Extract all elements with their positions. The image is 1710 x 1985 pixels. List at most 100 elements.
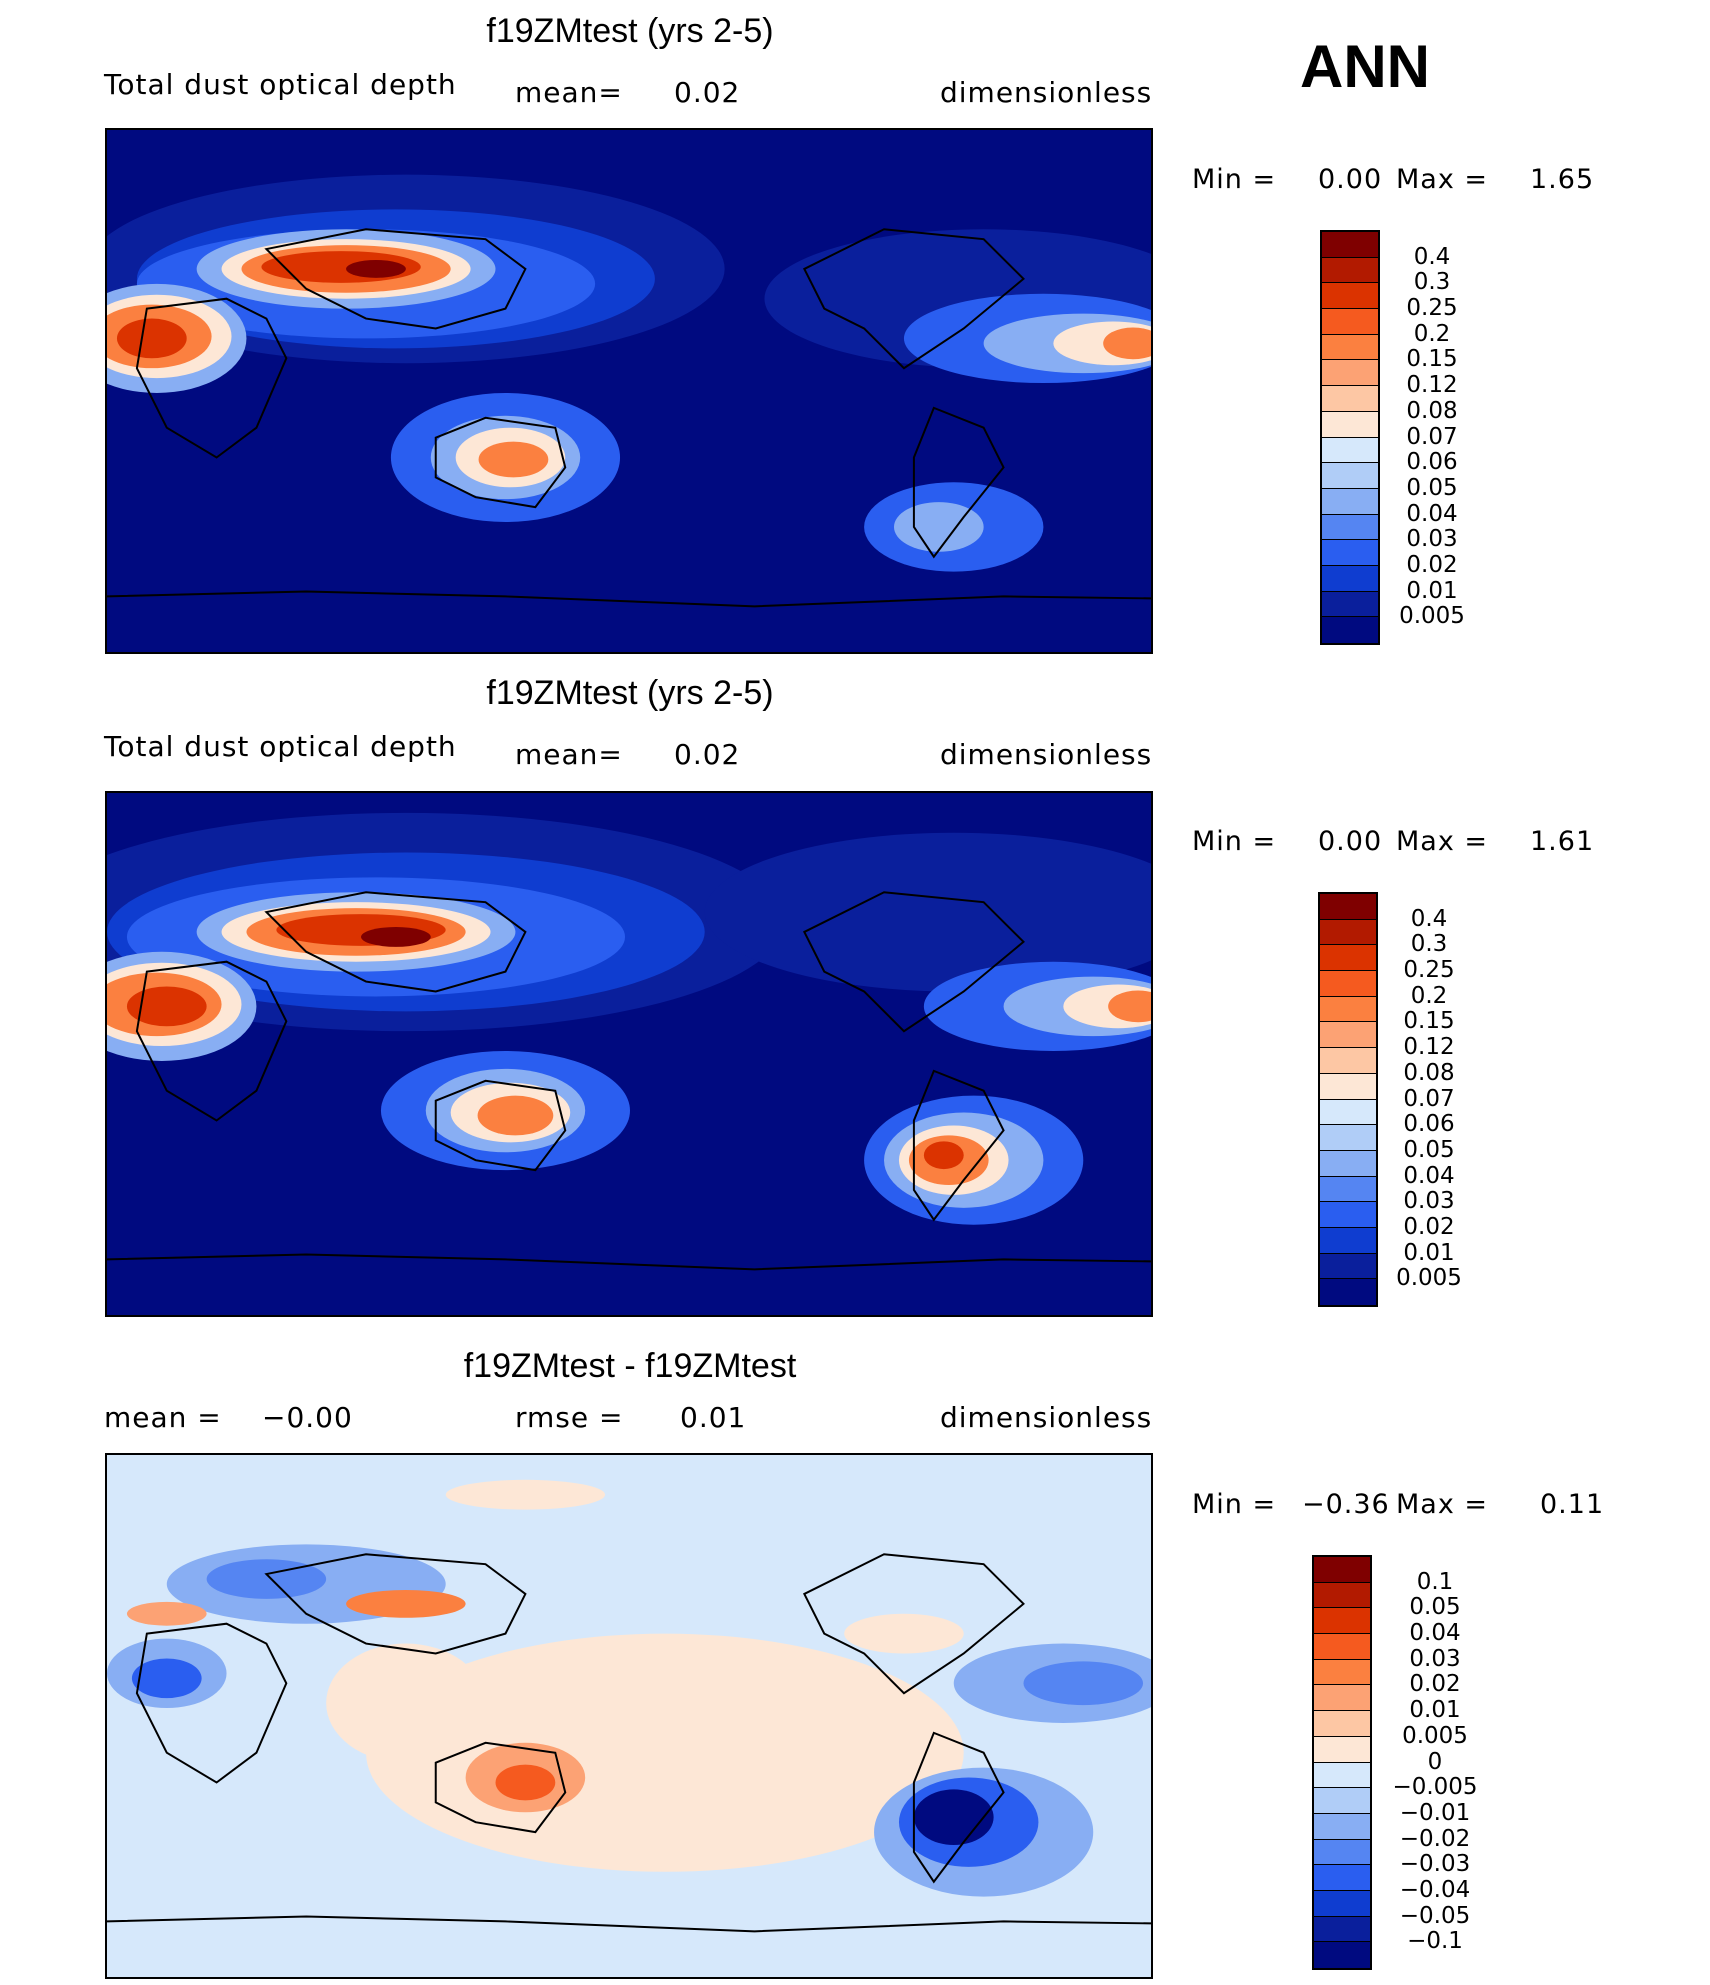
colorbar-tick-label: 0.005 (1402, 1722, 1468, 1749)
panel3-map (105, 1453, 1153, 1979)
panel1-mean-label: mean= (515, 76, 623, 109)
colorbar-swatch (1314, 1813, 1370, 1840)
colorbar-swatch (1320, 1022, 1376, 1049)
colorbar-swatch (1322, 463, 1378, 489)
colorbar-tick-label: 0.15 (1406, 346, 1458, 373)
colorbar-tick-label: 0.05 (1403, 1136, 1455, 1163)
colorbar-swatch (1322, 334, 1378, 361)
colorbar-swatch (1320, 1202, 1376, 1228)
panel1-max-value: 1.65 (1530, 164, 1595, 195)
colorbar-tick-label: −0.02 (1399, 1825, 1471, 1852)
colorbar-swatch (1314, 1608, 1370, 1635)
colorbar-swatch (1320, 1150, 1376, 1177)
colorbar-swatch (1322, 617, 1378, 643)
colorbar-tick-label: 0.4 (1413, 243, 1451, 270)
colorbar-swatch (1314, 1557, 1370, 1583)
panel2-field (107, 793, 1151, 1315)
colorbar-tick-label: 0.03 (1403, 1188, 1455, 1215)
season-label: ANN (1300, 33, 1430, 100)
colorbar-swatch (1320, 996, 1376, 1023)
panel2-colorbar (1318, 892, 1378, 1307)
colorbar-swatch (1314, 1942, 1370, 1968)
panel3-max-value: 0.11 (1540, 1489, 1605, 1520)
panel3-rmse-value: 0.01 (680, 1401, 747, 1434)
colorbar-tick-label: 0.08 (1406, 397, 1458, 424)
panel2-units: dimensionless (940, 738, 1153, 771)
colorbar-swatch (1320, 1279, 1376, 1305)
colorbar-swatch (1314, 1762, 1370, 1789)
colorbar-tick-label: −0.1 (1407, 1928, 1463, 1955)
colorbar-swatch (1320, 1048, 1376, 1074)
colorbar-tick-label: 0.02 (1403, 1213, 1455, 1240)
panel2-variable: Total dust optical depth (104, 730, 457, 763)
colorbar-tick-label: 0.25 (1406, 295, 1458, 322)
panel1-mean-value: 0.02 (674, 76, 741, 109)
colorbar-tick-label: 0.02 (1406, 551, 1458, 578)
colorbar-swatch (1314, 1685, 1370, 1712)
colorbar-tick-label: 0.06 (1406, 449, 1458, 476)
colorbar-swatch (1322, 591, 1378, 618)
panel2-min-label: Min = (1192, 826, 1277, 857)
panel1-variable: Total dust optical depth (104, 68, 457, 101)
panel1-max-label: Max = (1396, 164, 1489, 195)
colorbar-tick-label: 0.01 (1409, 1697, 1461, 1724)
colorbar-swatch (1322, 232, 1378, 258)
panel2-min-value: 0.00 (1318, 826, 1383, 857)
colorbar-tick-label: 0.04 (1409, 1620, 1461, 1647)
panel3-min-label: Min = (1192, 1489, 1277, 1520)
colorbar-swatch (1322, 514, 1378, 541)
colorbar-swatch (1320, 894, 1376, 920)
colorbar-swatch (1320, 1227, 1376, 1254)
panel1-field (107, 130, 1151, 652)
panel3-max-label: Max = (1396, 1489, 1489, 1520)
colorbar-tick-label: 0.07 (1403, 1085, 1455, 1112)
panel1-min-label: Min = (1192, 164, 1277, 195)
colorbar-tick-label: 0.02 (1409, 1671, 1461, 1698)
panel3-mean-label: mean = (104, 1401, 222, 1434)
colorbar-swatch (1314, 1582, 1370, 1609)
colorbar-tick-label: 0.4 (1410, 905, 1448, 932)
colorbar-tick-label: 0.01 (1403, 1239, 1455, 1266)
colorbar-swatch (1322, 283, 1378, 310)
panel3-min-value: −0.36 (1302, 1489, 1390, 1520)
panel1-min-value: 0.00 (1318, 164, 1383, 195)
colorbar-tick-label: −0.05 (1399, 1902, 1471, 1929)
colorbar-swatch (1314, 1659, 1370, 1686)
colorbar-swatch (1322, 540, 1378, 566)
colorbar-tick-label: −0.04 (1399, 1876, 1471, 1903)
panel2-mean-value: 0.02 (674, 738, 741, 771)
panel3-rmse-label: rmse = (515, 1401, 624, 1434)
panel2-title: f19ZMtest (yrs 2-5) (486, 674, 774, 712)
colorbar-swatch (1322, 565, 1378, 592)
colorbar-tick-label: −0.005 (1392, 1774, 1478, 1801)
colorbar-tick-label: 0.05 (1409, 1594, 1461, 1621)
colorbar-tick-label: 0.04 (1406, 500, 1458, 527)
colorbar-tick-label: 0.12 (1403, 1034, 1455, 1061)
colorbar-swatch (1322, 386, 1378, 412)
colorbar-swatch (1314, 1865, 1370, 1891)
colorbar-swatch (1322, 309, 1378, 335)
colorbar-swatch (1322, 257, 1378, 284)
colorbar-swatch (1314, 1711, 1370, 1737)
colorbar-tick-label: 0.2 (1410, 982, 1448, 1009)
colorbar-swatch (1320, 1253, 1376, 1280)
panel3-colorbar (1312, 1555, 1372, 1970)
colorbar-swatch (1314, 1736, 1370, 1763)
panel1-map (105, 128, 1153, 654)
panel2-mean-label: mean= (515, 738, 623, 771)
colorbar-swatch (1314, 1839, 1370, 1866)
colorbar-tick-label: 0.05 (1406, 474, 1458, 501)
colorbar-tick-label: 0.1 (1416, 1568, 1454, 1595)
panel2-max-value: 1.61 (1530, 826, 1595, 857)
colorbar-tick-label: 0 (1427, 1748, 1443, 1775)
colorbar-tick-label: 0.2 (1413, 320, 1451, 347)
panel3-field (107, 1455, 1151, 1977)
colorbar-tick-label: 0.04 (1403, 1162, 1455, 1189)
panel1-units: dimensionless (940, 76, 1153, 109)
panel2-max-label: Max = (1396, 826, 1489, 857)
panel3-mean-value: −0.00 (262, 1401, 353, 1434)
colorbar-swatch (1322, 437, 1378, 464)
colorbar-tick-label: 0.07 (1406, 423, 1458, 450)
colorbar-tick-label: 0.005 (1396, 1265, 1462, 1292)
colorbar-tick-label: 0.12 (1406, 372, 1458, 399)
